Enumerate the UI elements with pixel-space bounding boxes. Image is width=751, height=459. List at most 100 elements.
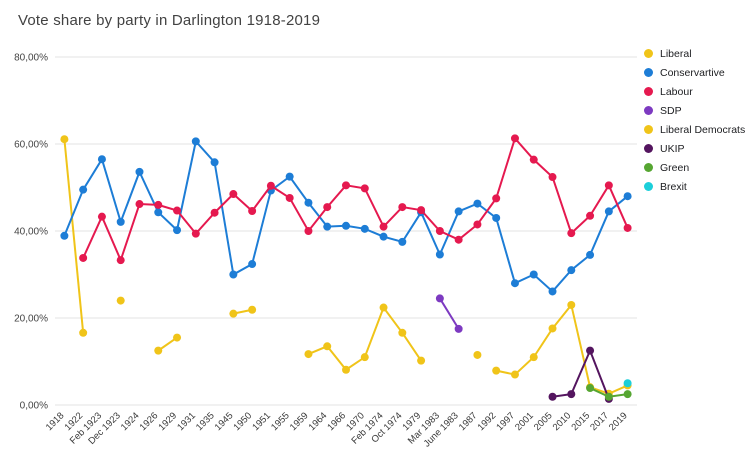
data-point-labour[interactable] — [154, 200, 163, 209]
data-point-conservartive[interactable] — [229, 270, 238, 279]
data-point-ukip[interactable] — [586, 346, 595, 355]
data-point-conservartive[interactable] — [116, 217, 125, 226]
data-point-conservartive[interactable] — [360, 224, 369, 233]
data-point-labour[interactable] — [398, 203, 407, 212]
data-point-labour[interactable] — [97, 212, 106, 221]
data-point-liberal-democrats[interactable] — [529, 353, 538, 362]
data-point-ukip[interactable] — [548, 392, 557, 401]
data-point-labour[interactable] — [229, 190, 238, 199]
data-point-labour[interactable] — [173, 206, 182, 215]
data-point-labour[interactable] — [417, 206, 426, 215]
data-point-liberal-democrats[interactable] — [492, 366, 501, 375]
data-point-conservartive[interactable] — [191, 137, 200, 146]
data-point-conservartive[interactable] — [548, 287, 557, 296]
data-point-labour[interactable] — [492, 194, 501, 203]
data-point-green[interactable] — [604, 392, 613, 401]
data-point-liberal[interactable] — [379, 303, 388, 312]
data-point-labour[interactable] — [342, 181, 350, 190]
data-point-brexit[interactable] — [623, 379, 632, 388]
legend-item-liberal-democrats[interactable]: Liberal Democrats — [644, 123, 745, 136]
data-point-labour[interactable] — [285, 193, 294, 202]
data-point-conservartive[interactable] — [97, 155, 106, 164]
data-point-conservartive[interactable] — [304, 198, 313, 207]
data-point-labour[interactable] — [360, 184, 369, 193]
data-point-labour[interactable] — [548, 173, 557, 182]
data-point-labour[interactable] — [435, 227, 444, 235]
data-point-liberal[interactable] — [473, 350, 482, 359]
data-point-liberal[interactable] — [60, 135, 69, 144]
data-point-liberal[interactable] — [417, 356, 426, 365]
data-point-labour[interactable] — [623, 223, 632, 232]
data-point-conservartive[interactable] — [379, 232, 388, 241]
data-point-green[interactable] — [586, 384, 595, 393]
data-point-liberal[interactable] — [248, 305, 257, 314]
data-point-conservartive[interactable] — [60, 231, 69, 240]
data-point-conservartive[interactable] — [492, 213, 501, 222]
data-point-liberal[interactable] — [79, 328, 88, 337]
data-point-conservartive[interactable] — [173, 226, 182, 235]
x-axis-tick-label: 1935 — [194, 410, 217, 433]
data-point-labour[interactable] — [304, 227, 313, 235]
data-point-liberal[interactable] — [323, 342, 332, 351]
data-point-liberal[interactable] — [360, 353, 369, 362]
data-point-liberal[interactable] — [229, 309, 238, 318]
data-point-conservartive[interactable] — [398, 237, 407, 246]
data-point-labour[interactable] — [379, 222, 388, 231]
data-point-conservartive[interactable] — [135, 167, 144, 176]
data-point-conservartive[interactable] — [285, 172, 294, 181]
data-point-sdp[interactable] — [435, 294, 444, 303]
data-point-liberal-democrats[interactable] — [567, 300, 576, 309]
data-point-liberal-democrats[interactable] — [510, 370, 519, 379]
data-point-liberal[interactable] — [398, 328, 407, 337]
legend-item-liberal[interactable]: Liberal — [644, 47, 745, 60]
data-point-labour[interactable] — [510, 134, 519, 143]
legend-swatch-liberal — [644, 49, 653, 58]
legend-item-green[interactable]: Green — [644, 161, 745, 174]
data-point-labour[interactable] — [473, 220, 482, 229]
data-point-labour[interactable] — [116, 256, 125, 265]
data-point-liberal[interactable] — [304, 350, 313, 359]
data-point-labour[interactable] — [323, 203, 332, 212]
data-point-conservartive[interactable] — [210, 158, 219, 167]
data-point-conservartive[interactable] — [567, 266, 576, 275]
y-axis-tick-label: 0,00% — [20, 401, 48, 412]
data-point-liberal[interactable] — [342, 365, 350, 374]
legend-item-conservartive[interactable]: Conservartive — [644, 66, 745, 79]
data-point-labour[interactable] — [454, 235, 463, 244]
data-point-conservartive[interactable] — [154, 208, 163, 217]
data-point-labour[interactable] — [604, 181, 613, 190]
data-point-conservartive[interactable] — [586, 250, 595, 259]
data-point-conservartive[interactable] — [248, 260, 257, 269]
legend-item-brexit[interactable]: Brexit — [644, 180, 745, 193]
data-point-labour[interactable] — [266, 181, 275, 190]
legend-item-labour[interactable]: Labour — [644, 85, 745, 98]
data-point-labour[interactable] — [135, 200, 144, 209]
data-point-labour[interactable] — [567, 229, 576, 238]
data-point-liberal[interactable] — [154, 346, 163, 355]
data-point-conservartive[interactable] — [510, 279, 519, 288]
data-point-labour[interactable] — [248, 206, 257, 215]
data-point-sdp[interactable] — [454, 324, 463, 333]
data-point-conservartive[interactable] — [342, 221, 350, 230]
data-point-green[interactable] — [623, 390, 632, 399]
data-point-conservartive[interactable] — [529, 270, 538, 279]
data-point-conservartive[interactable] — [454, 207, 463, 216]
data-point-labour[interactable] — [79, 253, 88, 262]
data-point-liberal[interactable] — [173, 333, 182, 342]
data-point-conservartive[interactable] — [435, 250, 444, 259]
chart-legend: Liberal Conservartive Labour SDP Liberal Dem… — [644, 47, 745, 193]
data-point-conservartive[interactable] — [473, 199, 482, 208]
data-point-liberal[interactable] — [116, 296, 125, 305]
legend-item-sdp[interactable]: SDP — [644, 104, 745, 117]
data-point-conservartive[interactable] — [79, 185, 88, 194]
data-point-conservartive[interactable] — [604, 207, 613, 216]
data-point-conservartive[interactable] — [323, 222, 332, 231]
data-point-ukip[interactable] — [567, 390, 576, 399]
data-point-labour[interactable] — [191, 229, 200, 238]
legend-item-ukip[interactable]: UKIP — [644, 142, 745, 155]
data-point-labour[interactable] — [210, 208, 219, 217]
data-point-labour[interactable] — [586, 211, 595, 220]
data-point-labour[interactable] — [529, 155, 538, 164]
data-point-liberal-democrats[interactable] — [548, 324, 557, 333]
data-point-conservartive[interactable] — [623, 192, 632, 201]
